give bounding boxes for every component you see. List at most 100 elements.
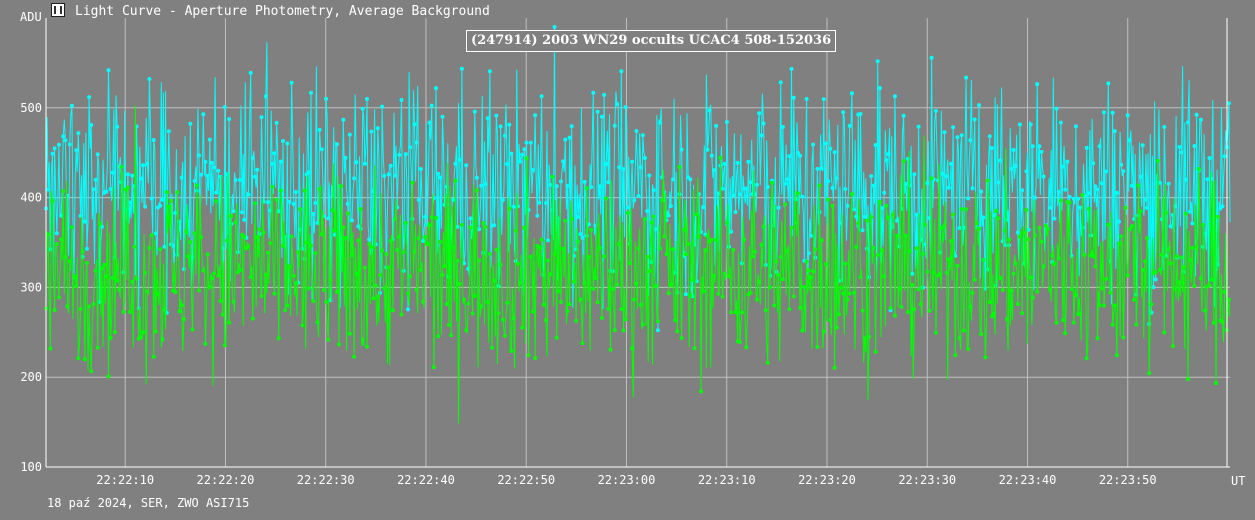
series-2-point [474,188,479,193]
series-2-point [813,247,818,252]
series-2-point [647,269,652,274]
series-2-point [46,232,51,237]
series-2-point [985,178,990,183]
series-2-point [1091,254,1096,259]
series-2-point [970,290,975,295]
series-1-point [1065,159,1070,164]
series-2-point [293,281,298,286]
series-1-point [748,180,753,185]
series-2-point [345,211,350,216]
series-2-point [964,207,969,212]
series-2-point [261,230,266,235]
series-2-point [468,225,473,230]
series-1-point [875,59,880,64]
series-1-point [1186,120,1190,125]
series-2-point [365,344,369,349]
series-1-point [841,110,846,115]
series-1-point [52,146,57,151]
series-2-point [1058,198,1063,203]
series-1-point [74,148,79,153]
series-2-point [63,255,68,260]
series-2-point [910,282,915,287]
series-2-point [162,307,167,312]
series-2-point [1114,353,1119,358]
series-2-point [367,241,372,246]
series-2-point [662,234,667,239]
series-2-point [856,221,861,226]
series-2-point [1162,330,1167,335]
x-tick-label: 22:23:00 [598,473,656,487]
series-2-point [175,190,180,195]
series-2-point [104,274,109,279]
chart-window-icon[interactable] [51,3,65,17]
x-tick-label: 22:22:50 [497,473,555,487]
series-1-point [63,138,68,143]
series-2-point [880,248,884,253]
series-2-point [130,279,135,284]
series-2-point [804,259,809,264]
series-1-point [345,201,350,206]
series-2-point [76,356,81,361]
series-2-point [212,271,217,276]
series-1-point [466,266,471,271]
series-2-point [268,241,273,246]
series-1-point [1205,177,1210,182]
series-2-point [819,238,824,243]
series-1-point [406,307,410,312]
series-1-point [720,186,725,191]
series-1-point [1145,205,1149,210]
series-2-point [52,308,57,312]
series-2-point [929,176,934,181]
series-1-point [1192,144,1197,148]
y-tick-label: 100 [20,460,42,474]
x-axis-label: UT [1231,474,1246,488]
series-2-point [384,252,389,256]
series-2-point [977,226,981,231]
series-2-point [1203,308,1208,313]
window-header: Light Curve - Aperture Photometry, Avera… [0,0,1255,24]
series-2-point [1078,311,1083,316]
series-2-point [289,234,294,239]
series-2-point [785,249,790,253]
series-2-point [772,303,777,308]
series-1-point [640,133,645,138]
series-2-point [1190,246,1195,250]
series-2-point [173,290,178,295]
series-2-point [401,250,406,255]
series-1-point [574,247,579,252]
series-2-point [778,255,783,259]
series-2-point [1043,223,1048,228]
series-2-point [67,259,72,264]
series-2-point [1211,320,1216,325]
series-1-point [138,176,143,181]
series-1-point [569,124,574,129]
series-2-point [255,235,260,239]
series-2-point [625,210,630,215]
series-1-point [826,179,831,184]
series-1-point [1119,162,1124,167]
series-1-point [921,285,925,290]
series-1-point [1017,122,1022,127]
series-2-point [826,197,831,202]
series-2-point [82,357,87,362]
series-2-point [326,337,331,342]
x-tick-label: 22:22:20 [197,473,255,487]
series-1-point [623,105,628,110]
series-1-point [487,69,492,74]
series-1-point [785,177,790,182]
series-2-point [283,308,288,313]
series-2-point [824,262,828,267]
series-2-point [957,336,962,341]
series-2-point [731,247,736,252]
series-2-point [720,294,725,299]
series-2-point [151,354,156,359]
series-2-point [498,262,503,267]
series-2-point [1067,200,1072,205]
series-2-point [604,196,609,201]
series-1-point [91,187,96,192]
series-2-point [390,308,395,313]
series-2-point [375,294,380,299]
series-2-point [201,268,206,273]
series-2-point [328,277,333,282]
series-1-point [533,113,538,118]
